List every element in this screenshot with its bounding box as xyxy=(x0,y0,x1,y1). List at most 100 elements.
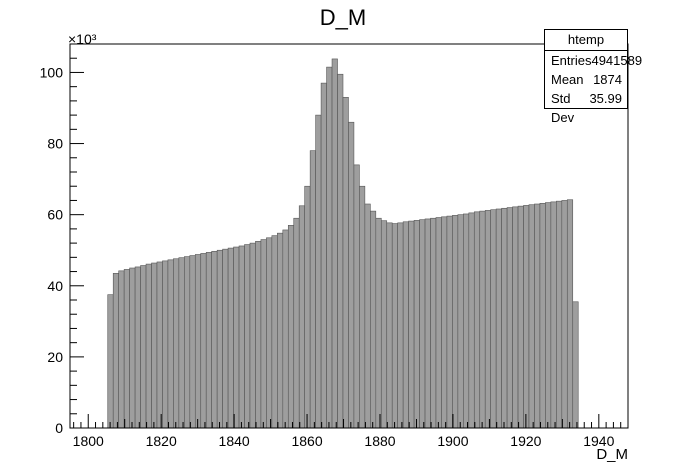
histogram-bar xyxy=(178,257,185,429)
histogram-bar xyxy=(413,220,420,429)
x-tick-label: 1860 xyxy=(291,433,322,449)
stats-box: htemp Entries 4941589 Mean 1874 Std Dev … xyxy=(544,29,642,125)
x-tick-label: 1900 xyxy=(437,433,468,449)
histogram-bar xyxy=(572,301,579,429)
histogram-bar xyxy=(556,200,563,429)
histogram-bar xyxy=(490,209,497,429)
histogram-bar xyxy=(370,210,377,429)
histogram-bar xyxy=(408,220,415,429)
histogram-bar xyxy=(441,216,448,429)
histogram-bar xyxy=(463,213,470,429)
histogram-bar xyxy=(211,250,218,429)
histogram-bar xyxy=(534,203,541,429)
histogram-bar xyxy=(173,258,180,429)
histogram-bar xyxy=(320,82,327,429)
y-tick-label: 80 xyxy=(47,136,63,152)
stats-row-entries: Entries 4941589 xyxy=(545,51,642,70)
histogram-bar xyxy=(501,207,508,429)
histogram-bar xyxy=(457,214,464,429)
histogram-bar xyxy=(473,211,481,429)
histogram-bar xyxy=(249,242,256,429)
stats-value: 1874 xyxy=(593,72,622,87)
histogram-bar xyxy=(227,247,234,429)
histogram-bar xyxy=(446,215,453,429)
histogram-bar xyxy=(424,218,431,429)
plot-frame xyxy=(69,43,629,429)
histogram-bar xyxy=(484,210,491,429)
y-multiplier-label: ×10³ xyxy=(68,31,97,47)
stats-label: Entries xyxy=(551,53,592,68)
x-tick-label: 1840 xyxy=(219,433,250,449)
histogram-bar xyxy=(277,232,284,429)
x-axis: 1800 1820 1840 1860 1880 1900 1920 1940 xyxy=(73,414,629,449)
y-tick-label: 40 xyxy=(47,278,63,294)
x-tick-label: 1820 xyxy=(146,433,177,449)
y-tick-label: 60 xyxy=(47,207,63,223)
histogram-bar xyxy=(331,58,338,429)
histogram-bar xyxy=(167,259,174,429)
chart-title: D_M xyxy=(320,5,366,30)
y-axis: 0 20 40 60 80 100 xyxy=(40,43,84,436)
histogram-bar xyxy=(468,212,475,429)
histogram-bar xyxy=(512,206,519,429)
stats-row-stddev: Std Dev 35.99 xyxy=(545,89,627,125)
histogram-bar xyxy=(140,265,147,429)
x-tick-label: 1800 xyxy=(73,433,104,449)
histogram-bar xyxy=(238,245,245,429)
histogram-bar xyxy=(287,225,295,429)
histogram-bar xyxy=(402,221,409,429)
histogram-bar xyxy=(391,223,398,429)
histogram-bar xyxy=(200,253,207,429)
stats-label: Mean xyxy=(551,72,584,87)
histogram-bar xyxy=(205,252,212,429)
histogram-bar xyxy=(397,222,404,429)
histogram-bars xyxy=(107,58,579,429)
stats-label: Std Dev xyxy=(551,91,575,125)
histogram-bar xyxy=(134,266,141,429)
histogram-bar xyxy=(118,270,125,429)
y-tick-label: 100 xyxy=(40,64,64,80)
histogram-bar xyxy=(189,255,196,429)
histogram-bar xyxy=(194,254,202,429)
histogram-bar xyxy=(419,219,426,429)
stats-row-mean: Mean 1874 xyxy=(545,70,627,89)
histogram-bar xyxy=(386,222,393,429)
histogram-bar xyxy=(282,229,289,429)
stats-title: htemp xyxy=(545,30,627,51)
histogram-bar xyxy=(561,200,568,429)
histogram-bar xyxy=(539,202,546,429)
histogram-bar xyxy=(452,215,459,429)
histogram-bar xyxy=(326,66,333,429)
histogram-bar xyxy=(107,294,114,429)
histogram-bar xyxy=(162,260,169,429)
histogram-bar xyxy=(435,217,442,429)
histogram-bar xyxy=(348,121,355,429)
histogram-bar xyxy=(479,210,486,429)
histogram-bar xyxy=(523,205,530,429)
x-axis-label: D_M xyxy=(596,446,628,463)
histogram-bar xyxy=(375,217,382,429)
x-tick-label: 1920 xyxy=(510,433,541,449)
histogram-bar xyxy=(309,150,316,429)
histogram-bar xyxy=(304,185,311,429)
histogram-bar xyxy=(495,208,502,429)
histogram-bar xyxy=(293,217,300,429)
histogram-bar xyxy=(233,246,240,429)
histogram-bar xyxy=(550,201,557,429)
histogram-bar xyxy=(337,73,344,429)
histogram-bar xyxy=(156,261,163,429)
histogram-bar xyxy=(566,199,574,429)
histogram-bar xyxy=(129,267,136,429)
histogram-bar xyxy=(184,256,191,429)
histogram-bar xyxy=(244,244,251,429)
y-tick-label: 0 xyxy=(55,420,63,436)
histogram-bar xyxy=(380,220,388,429)
x-tick-label: 1940 xyxy=(583,433,614,449)
histogram-bar xyxy=(364,203,371,429)
histogram-bar xyxy=(123,269,130,429)
histogram-bar xyxy=(342,97,349,429)
histogram-bar xyxy=(315,114,322,429)
histogram-bar xyxy=(359,185,366,429)
histogram-bar xyxy=(260,239,267,429)
